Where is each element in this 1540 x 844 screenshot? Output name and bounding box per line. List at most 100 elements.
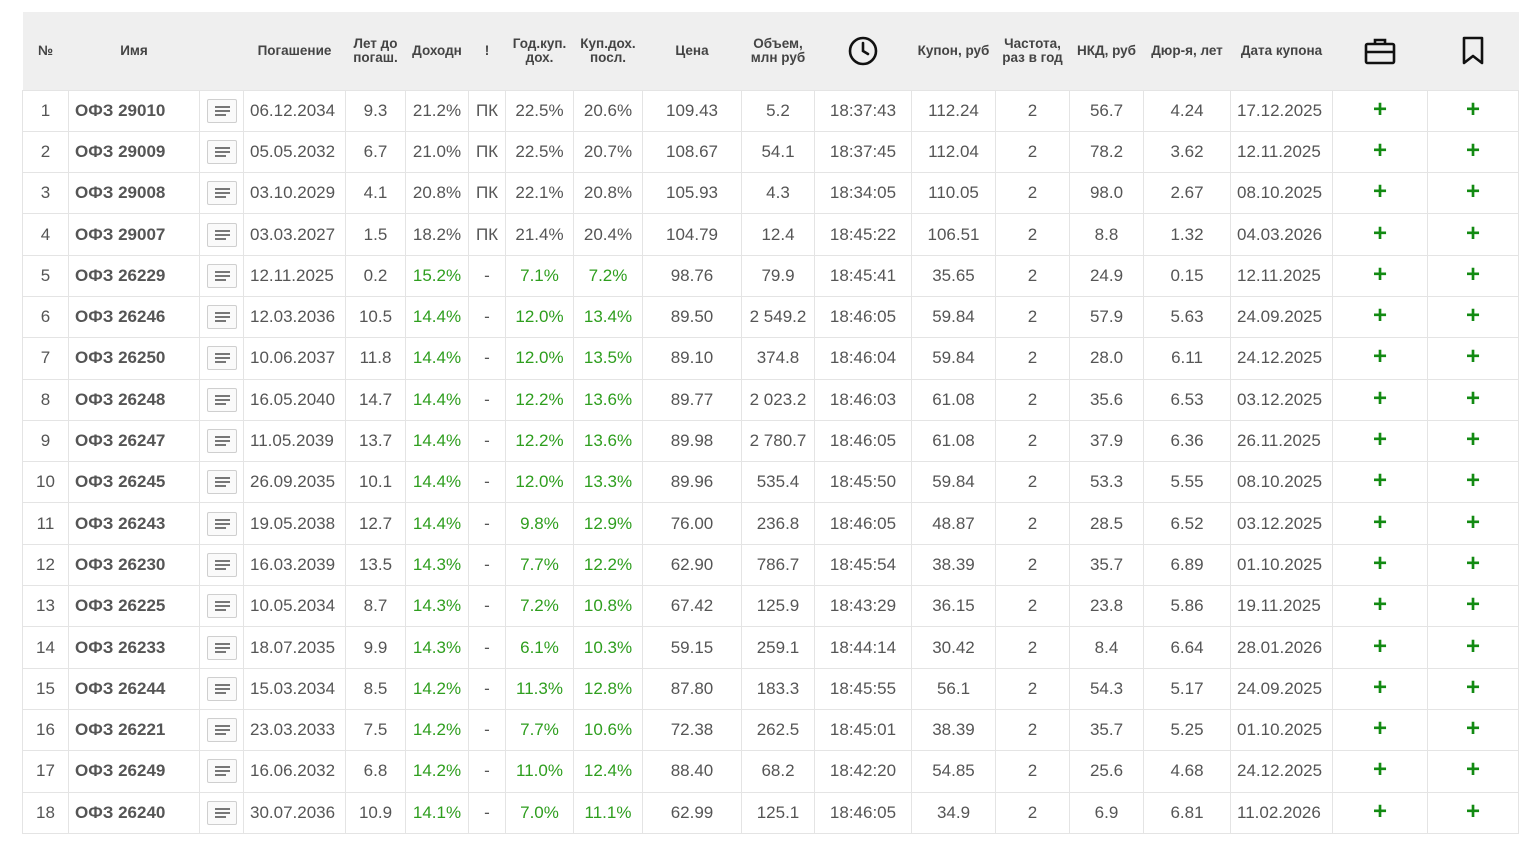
cell-name[interactable]: ОФЗ 26243 <box>68 502 200 545</box>
col-header-portfolio[interactable] <box>1332 12 1428 90</box>
add-to-favorites-button[interactable]: + <box>1465 426 1480 454</box>
cell-name[interactable]: ОФЗ 26225 <box>68 585 200 628</box>
col-header-nkd[interactable]: НКД, руб <box>1069 12 1144 90</box>
add-to-portfolio-button[interactable]: + <box>1372 632 1387 660</box>
add-to-favorites-button[interactable]: + <box>1465 591 1480 619</box>
description-icon[interactable] <box>206 181 237 206</box>
add-to-portfolio-button[interactable]: + <box>1372 343 1387 371</box>
description-icon[interactable] <box>206 139 237 164</box>
add-to-favorites-button[interactable]: + <box>1465 384 1480 412</box>
add-to-favorites-button[interactable]: + <box>1465 302 1480 330</box>
description-icon[interactable] <box>206 346 237 371</box>
add-to-portfolio-button[interactable]: + <box>1372 260 1387 288</box>
col-header-price[interactable]: Цена <box>642 12 742 90</box>
cell-name[interactable]: ОФЗ 26245 <box>68 461 200 504</box>
cell-name[interactable]: ОФЗ 26248 <box>68 379 200 421</box>
cell-name[interactable]: ОФЗ 26250 <box>68 337 200 380</box>
add-to-portfolio-button[interactable]: + <box>1372 219 1387 247</box>
table-row[interactable]: 16 ОФЗ 26221 23.03.2033 7.5 14.2% -7.7% 10.6% 7… <box>22 709 1519 752</box>
cell-name[interactable]: ОФЗ 26249 <box>68 750 200 793</box>
add-to-portfolio-button[interactable]: + <box>1372 797 1387 825</box>
description-icon[interactable] <box>206 594 237 619</box>
add-to-portfolio-button[interactable]: + <box>1372 673 1387 701</box>
cell-name[interactable]: ОФЗ 26221 <box>68 709 200 752</box>
cell-name[interactable]: ОФЗ 29010 <box>68 89 200 132</box>
add-to-portfolio-button[interactable]: + <box>1372 136 1387 164</box>
cell-name[interactable]: ОФЗ 26230 <box>68 544 200 587</box>
add-to-portfolio-button[interactable]: + <box>1372 508 1387 536</box>
table-row[interactable]: 15 ОФЗ 26244 15.03.2034 8.5 14.2% -11.3% 12.8%… <box>22 668 1519 710</box>
col-header-num[interactable]: № <box>22 12 69 90</box>
add-to-favorites-button[interactable]: + <box>1465 136 1480 164</box>
col-header-annual-coupon-yield[interactable]: Год.куп. дох. <box>505 12 574 90</box>
add-to-portfolio-button[interactable]: + <box>1372 384 1387 412</box>
cell-name[interactable]: ОФЗ 26247 <box>68 420 200 463</box>
col-header-volume[interactable]: Объем, млн руб <box>741 12 815 90</box>
col-header-maturity[interactable]: Погашение <box>243 12 346 90</box>
table-row[interactable]: 13 ОФЗ 26225 10.05.2034 8.7 14.3% -7.2% 10.8% 6… <box>22 585 1519 628</box>
description-icon[interactable] <box>206 511 237 536</box>
add-to-portfolio-button[interactable]: + <box>1372 426 1387 454</box>
table-row[interactable]: 12 ОФЗ 26230 16.03.2039 13.5 14.3% -7.7% 12.2%… <box>22 544 1519 587</box>
table-row[interactable]: 10 ОФЗ 26245 26.09.2035 10.1 14.4% -12.0% 13.3… <box>22 461 1519 504</box>
col-header-favorite[interactable] <box>1427 12 1519 90</box>
col-header-flag[interactable]: ! <box>468 12 506 90</box>
col-header-yield[interactable]: Доходн <box>405 12 469 90</box>
add-to-favorites-button[interactable]: + <box>1465 95 1480 123</box>
description-icon[interactable] <box>206 429 237 454</box>
add-to-portfolio-button[interactable]: + <box>1372 95 1387 123</box>
table-row[interactable]: 17 ОФЗ 26249 16.06.2032 6.8 14.2% -11.0% 12.4%… <box>22 750 1519 793</box>
description-icon[interactable] <box>206 635 237 660</box>
add-to-portfolio-button[interactable]: + <box>1372 549 1387 577</box>
table-row[interactable]: 4 ОФЗ 29007 03.03.2027 1.5 18.2% ПК 21.4% 20.4%… <box>22 213 1519 256</box>
table-row[interactable]: 1 ОФЗ 29010 06.12.2034 9.3 21.2% ПК 22.5% 20.6%… <box>22 89 1519 132</box>
add-to-favorites-button[interactable]: + <box>1465 549 1480 577</box>
col-header-coupon[interactable]: Купон, руб <box>911 12 996 90</box>
add-to-favorites-button[interactable]: + <box>1465 508 1480 536</box>
description-icon[interactable] <box>206 800 237 825</box>
table-row[interactable]: 11 ОФЗ 26243 19.05.2038 12.7 14.4% -9.8% 12.9%… <box>22 502 1519 545</box>
add-to-portfolio-button[interactable]: + <box>1372 756 1387 784</box>
col-header-years[interactable]: Лет до погаш. <box>345 12 406 90</box>
description-icon[interactable] <box>206 470 237 495</box>
table-row[interactable]: 9 ОФЗ 26247 11.05.2039 13.7 14.4% -12.2% 13.6%… <box>22 420 1519 463</box>
add-to-favorites-button[interactable]: + <box>1465 797 1480 825</box>
description-icon[interactable] <box>206 305 237 330</box>
description-icon[interactable] <box>206 676 237 701</box>
add-to-favorites-button[interactable]: + <box>1465 756 1480 784</box>
col-header-frequency[interactable]: Частота, раз в год <box>995 12 1070 90</box>
add-to-favorites-button[interactable]: + <box>1465 673 1480 701</box>
table-row[interactable]: 5 ОФЗ 26229 12.11.2025 0.2 15.2% -7.1% 7.2% 98.… <box>22 255 1519 297</box>
cell-name[interactable]: ОФЗ 26244 <box>68 668 200 710</box>
add-to-favorites-button[interactable]: + <box>1465 260 1480 288</box>
description-icon[interactable] <box>206 759 237 784</box>
cell-name[interactable]: ОФЗ 26229 <box>68 255 200 297</box>
col-header-last-coupon-yield[interactable]: Куп.дох. посл. <box>573 12 643 90</box>
add-to-favorites-button[interactable]: + <box>1465 343 1480 371</box>
cell-name[interactable]: ОФЗ 29008 <box>68 172 200 215</box>
description-icon[interactable] <box>206 387 237 412</box>
add-to-portfolio-button[interactable]: + <box>1372 178 1387 206</box>
table-row[interactable]: 2 ОФЗ 29009 05.05.2032 6.7 21.0% ПК 22.5% 20.7%… <box>22 131 1519 174</box>
table-row[interactable]: 8 ОФЗ 26248 16.05.2040 14.7 14.4% -12.2% 13.6%… <box>22 379 1519 421</box>
description-icon[interactable] <box>206 263 237 288</box>
col-header-name[interactable]: Имя <box>68 12 200 90</box>
cell-name[interactable]: ОФЗ 26240 <box>68 792 200 834</box>
description-icon[interactable] <box>206 552 237 577</box>
add-to-favorites-button[interactable]: + <box>1465 219 1480 247</box>
description-icon[interactable] <box>206 222 237 247</box>
cell-name[interactable]: ОФЗ 29007 <box>68 213 200 256</box>
col-header-time[interactable] <box>814 12 912 90</box>
add-to-favorites-button[interactable]: + <box>1465 715 1480 743</box>
col-header-coupon-date[interactable]: Дата купона <box>1230 12 1333 90</box>
table-row[interactable]: 18 ОФЗ 26240 30.07.2036 10.9 14.1% -7.0% 11.1%… <box>22 792 1519 834</box>
add-to-portfolio-button[interactable]: + <box>1372 467 1387 495</box>
col-header-duration[interactable]: Дюр-я, лет <box>1143 12 1231 90</box>
table-row[interactable]: 7 ОФЗ 26250 10.06.2037 11.8 14.4% -12.0% 13.5%… <box>22 337 1519 380</box>
table-row[interactable]: 3 ОФЗ 29008 03.10.2029 4.1 20.8% ПК 22.1% 20.8%… <box>22 172 1519 215</box>
description-icon[interactable] <box>206 718 237 743</box>
cell-name[interactable]: ОФЗ 26246 <box>68 296 200 339</box>
cell-name[interactable]: ОФЗ 26233 <box>68 626 200 669</box>
cell-name[interactable]: ОФЗ 29009 <box>68 131 200 174</box>
add-to-favorites-button[interactable]: + <box>1465 178 1480 206</box>
